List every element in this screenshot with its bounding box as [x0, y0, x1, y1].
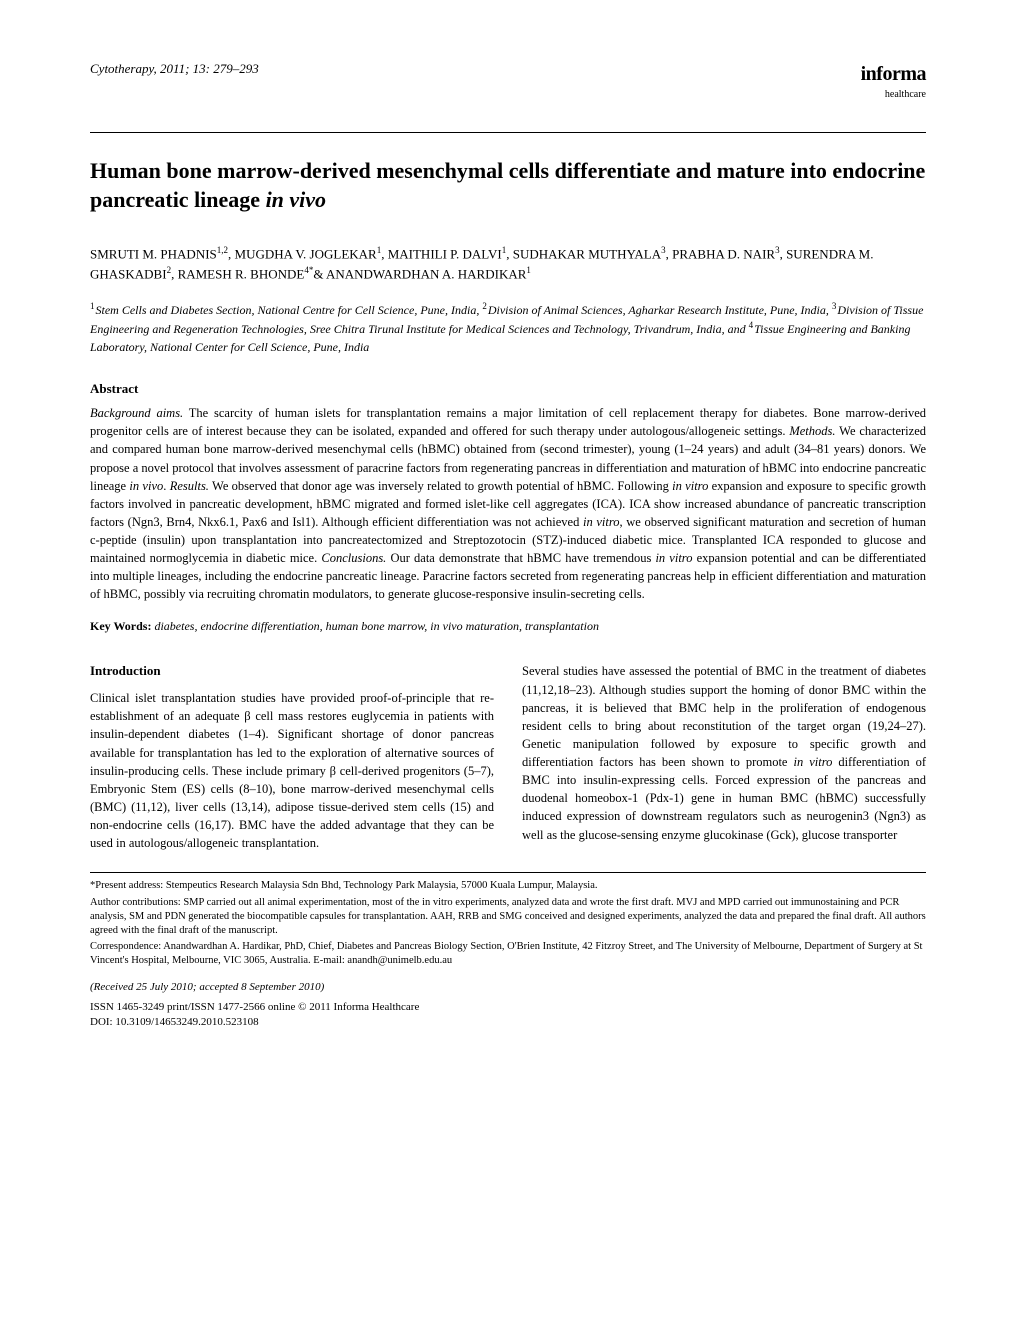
author-list: SMRUTI M. PHADNIS1,2, MUGDHA V. JOGLEKAR… [90, 244, 926, 284]
title-main: Human bone marrow-derived mesenchymal ce… [90, 158, 925, 212]
abstract-ital: in vivo [129, 479, 163, 493]
doi-line: DOI: 10.3109/14653249.2010.523108 [90, 1015, 926, 1030]
abstract-heading: Abstract [90, 380, 926, 398]
author-affil-sup: 1 [526, 265, 531, 275]
right-column: Several studies have assessed the potent… [522, 662, 926, 852]
header-divider [90, 132, 926, 133]
abstract-ital: in vitro [583, 515, 620, 529]
title-italic: in vivo [266, 187, 327, 212]
correspondence: Correspondence: Anandwardhan A. Hardikar… [90, 940, 926, 968]
affil-sup: 4 [749, 320, 754, 330]
abstract-conclusions-text: Our data demonstrate that hBMC have trem… [386, 551, 655, 565]
abstract-ital: in vitro [655, 551, 692, 565]
publisher-logo: informa healthcare [861, 60, 926, 102]
affiliation-text: Division of Animal Sciences, Agharkar Re… [488, 303, 832, 317]
intro-left-text: Clinical islet transplantation studies h… [90, 691, 494, 850]
issn-block: ISSN 1465-3249 print/ISSN 1477-2566 onli… [90, 1000, 926, 1030]
intro-ital: in vitro [793, 755, 832, 769]
author-affil-sup: 4* [304, 265, 313, 275]
abstract-bg-label: Background aims. [90, 406, 183, 420]
author: , MAITHILI P. DALVI [381, 247, 502, 262]
author-contributions: Author contributions: SMP carried out al… [90, 896, 926, 939]
author-affil-sup: 1,2 [217, 245, 228, 255]
abstract-conclusions-label: Conclusions. [321, 551, 386, 565]
affil-sup: 2 [482, 301, 487, 311]
article-title: Human bone marrow-derived mesenchymal ce… [90, 157, 926, 214]
author: & ANANDWARDHAN A. HARDIKAR [313, 266, 526, 281]
footer-divider [90, 872, 926, 873]
keywords-label: Key Words: [90, 619, 151, 633]
intro-right-text: Several studies have assessed the potent… [522, 664, 926, 769]
affiliation-text: Stem Cells and Diabetes Section, Nationa… [96, 303, 483, 317]
contrib-text: SMP carried out all animal experimentati… [90, 897, 926, 936]
author: , RAMESH R. BHONDE [171, 266, 304, 281]
keywords: Key Words: diabetes, endocrine different… [90, 618, 926, 635]
corr-text: Anandwardhan A. Hardikar, PhD, Chief, Di… [90, 941, 922, 966]
author: , MUGDHA V. JOGLEKAR [228, 247, 377, 262]
publisher-name: informa [861, 60, 926, 88]
author: , SUDHAKAR MUTHYALA [506, 247, 661, 262]
page-header: Cytotherapy, 2011; 13: 279–293 informa h… [90, 60, 926, 102]
footnotes: *Present address: Stempeutics Research M… [90, 879, 926, 968]
journal-reference: Cytotherapy, 2011; 13: 279–293 [90, 60, 259, 78]
abstract-results-label: Results. [170, 479, 209, 493]
received-dates: (Received 25 July 2010; accepted 8 Septe… [90, 980, 926, 995]
affil-sup: 3 [832, 301, 837, 311]
affiliations: 1Stem Cells and Diabetes Section, Nation… [90, 300, 926, 356]
author: SMRUTI M. PHADNIS [90, 247, 217, 262]
body-columns: Introduction Clinical islet transplantat… [90, 662, 926, 852]
left-column: Introduction Clinical islet transplantat… [90, 662, 494, 852]
introduction-heading: Introduction [90, 662, 494, 681]
contrib-label: Author contributions: [90, 897, 181, 908]
author: , PRABHA D. NAIR [666, 247, 775, 262]
abstract-methods-label: Methods. [789, 424, 835, 438]
corr-label: Correspondence: [90, 941, 161, 952]
keywords-list: diabetes, endocrine differentiation, hum… [151, 619, 599, 633]
publisher-subtitle: healthcare [861, 88, 926, 102]
abstract-body: Background aims. The scarcity of human i… [90, 404, 926, 603]
affil-sup: 1 [90, 301, 95, 311]
abstract-results-text: We observed that donor age was inversely… [209, 479, 672, 493]
issn-line: ISSN 1465-3249 print/ISSN 1477-2566 onli… [90, 1000, 926, 1015]
present-address: *Present address: Stempeutics Research M… [90, 879, 926, 893]
abstract-ital: in vitro [672, 479, 708, 493]
